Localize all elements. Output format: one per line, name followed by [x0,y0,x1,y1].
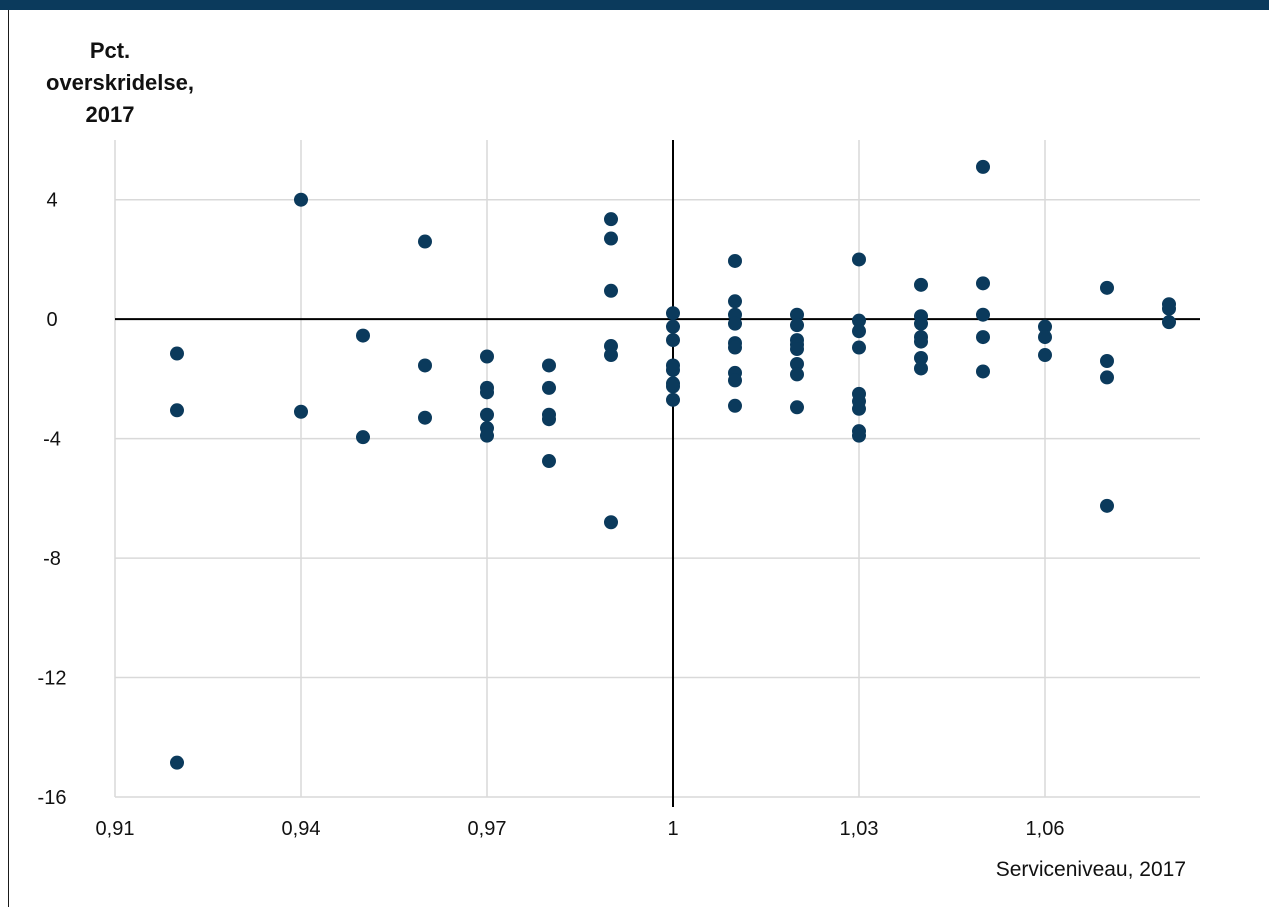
data-point [914,334,928,349]
data-point [728,340,742,355]
data-point [480,407,494,422]
data-point [728,294,742,309]
data-point [790,400,804,415]
data-point [790,318,804,333]
x-tick-label: 0,97 [468,818,507,840]
data-point [728,253,742,268]
data-point [976,159,990,174]
y-tick-label: -4 [43,429,61,451]
y-tick-label: 0 [46,309,57,331]
data-point [666,306,680,321]
y-axis-title-line-2: overskridelse, [46,70,194,95]
data-point [604,348,618,363]
x-tick-label: 0,94 [282,818,321,840]
data-point [852,324,866,339]
data-point [604,283,618,298]
frame-border [8,10,9,907]
y-axis-title-line-3: 2017 [85,102,135,127]
data-point [294,192,308,207]
data-point [542,380,556,395]
data-point [542,412,556,427]
data-point [852,313,866,328]
data-point [1100,280,1114,295]
data-point [542,454,556,469]
x-tick-label: 1 [667,818,678,840]
data-point [356,430,370,445]
data-point [1038,330,1052,345]
data-point [666,392,680,407]
x-tick-label: 0,91 [96,818,135,840]
y-tick-label: 4 [46,190,57,212]
x-tick-label: 1,03 [840,818,879,840]
data-point [1038,319,1052,334]
data-point [914,351,928,366]
x-axis-title: Serviceniveau, 2017 [995,858,1186,881]
y-tick-label: -12 [38,668,67,690]
data-point [666,362,680,377]
data-point [294,404,308,419]
y-tick-label: -16 [38,787,67,809]
data-point [418,358,432,373]
data-point [914,361,928,376]
data-point [728,316,742,331]
x-tick-label: 1,06 [1026,818,1065,840]
data-point [976,307,990,322]
data-point [480,349,494,364]
data-point [976,330,990,345]
data-point [542,358,556,373]
data-point [666,319,680,334]
data-point [604,515,618,530]
data-point [356,328,370,343]
data-point [852,252,866,267]
data-point [418,410,432,425]
data-point [1100,353,1114,368]
data-point [914,277,928,292]
data-point [170,346,184,361]
data-point [604,212,618,227]
data-point [852,428,866,443]
data-point [1100,370,1114,385]
data-point [480,385,494,400]
data-point [666,333,680,348]
data-point [1038,348,1052,363]
data-point [976,364,990,379]
header-bar [0,0,1269,10]
data-point [852,401,866,416]
data-point [1162,315,1176,330]
data-point [418,234,432,249]
data-point [790,356,804,371]
y-tick-label: -8 [43,548,61,570]
data-point [480,428,494,443]
data-point [604,231,618,246]
data-point [728,398,742,413]
data-point [666,379,680,394]
data-point [1162,301,1176,316]
data-point [852,340,866,355]
data-point [170,755,184,770]
data-point [728,373,742,388]
data-point [790,307,804,322]
data-point [1100,498,1114,513]
data-point [976,276,990,291]
data-point [914,316,928,331]
data-point [170,403,184,418]
data-point [790,367,804,382]
data-point [790,342,804,357]
y-axis-title-line-1: Pct. [89,38,131,63]
